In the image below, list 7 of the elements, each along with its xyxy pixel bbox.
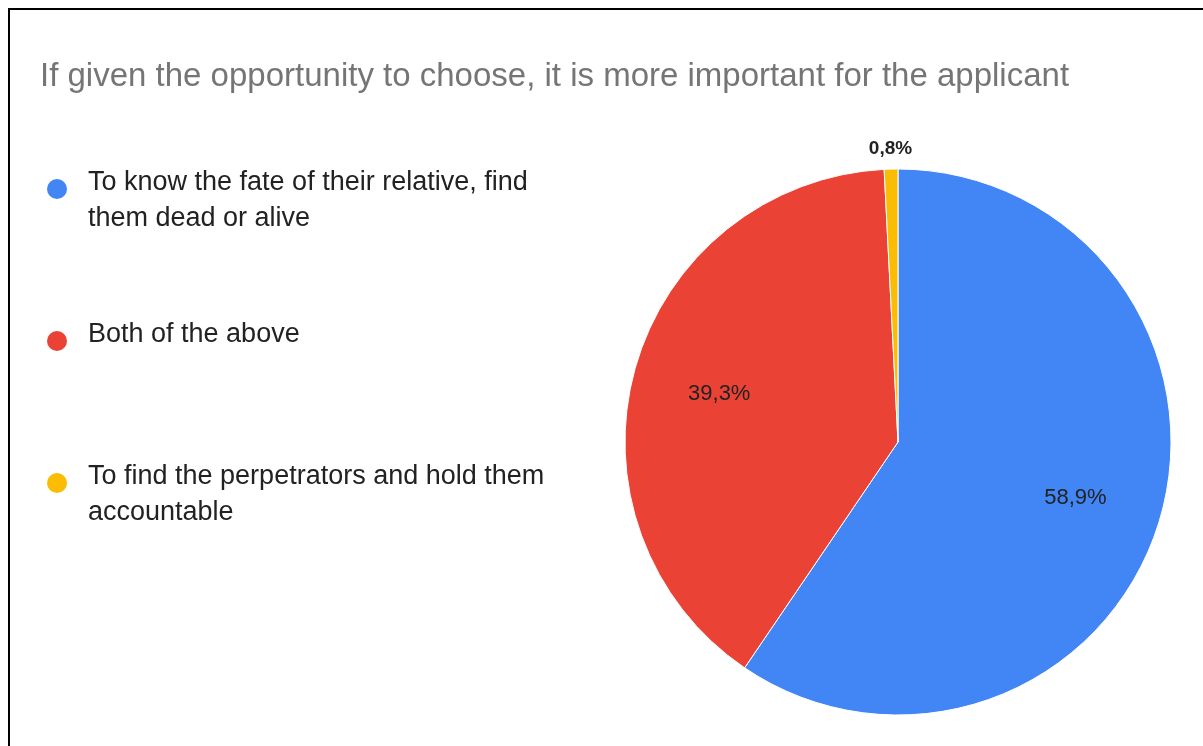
legend-label: To find the perpetrators and hold them accountable xyxy=(88,460,545,526)
chart-title: If given the opportunity to choose, it is more important for the applicant xyxy=(40,56,1070,93)
legend-label: To know the fate of their relative, find them dead or alive xyxy=(88,166,528,232)
data-label: 0,8% xyxy=(868,136,913,158)
legend-label: Both of the above xyxy=(88,318,300,348)
data-label: 39,3% xyxy=(688,379,751,405)
data-label: 58,9% xyxy=(1044,484,1107,510)
